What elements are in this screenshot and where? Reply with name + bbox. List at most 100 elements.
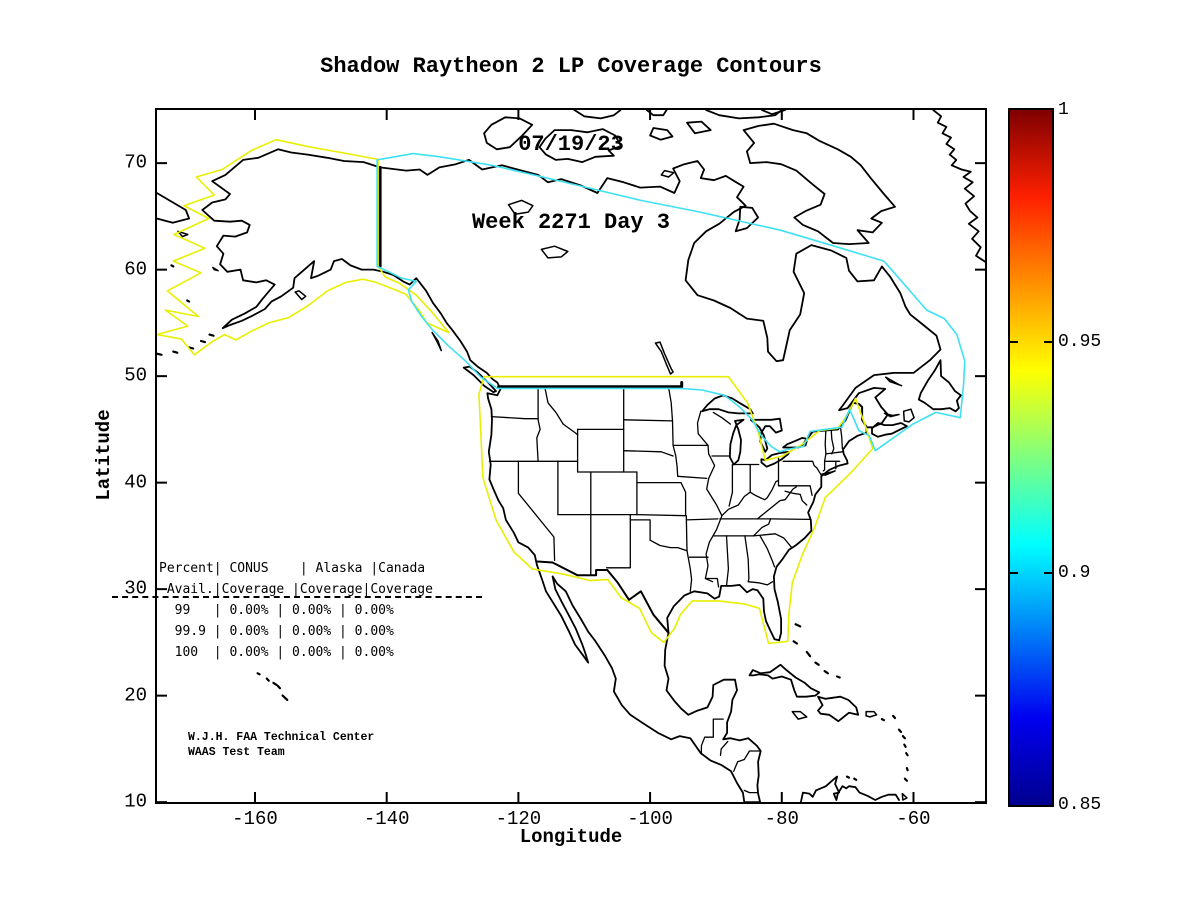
small-island-dash-10 <box>272 681 278 687</box>
peninsula-nova-scotia <box>871 422 908 438</box>
state-id-mt <box>544 386 579 436</box>
small-island-dash-4 <box>157 352 163 356</box>
state-nd-sd <box>623 419 674 422</box>
small-island-dash-13 <box>794 623 802 628</box>
small-island-dash-9 <box>265 677 270 682</box>
island-haida-gwaii <box>431 331 443 352</box>
small-island-dash-23 <box>905 752 909 757</box>
y-tick-label: 50 <box>124 364 147 387</box>
small-island-dash-3 <box>172 350 179 354</box>
chart-title-line1: Shadow Raytheon 2 LP Coverage Contours <box>320 54 822 79</box>
x-tick-label: -120 <box>495 808 542 830</box>
small-island-dash-27 <box>845 775 851 779</box>
colorbar-tick-label: 0.95 <box>1058 331 1102 352</box>
state-tn-nc <box>752 518 772 537</box>
island-trinidad <box>901 792 908 801</box>
island-somerset <box>686 120 712 135</box>
small-island-dash-8 <box>256 672 261 676</box>
state-ok-ar <box>685 515 688 552</box>
small-island-dash-25 <box>903 777 909 782</box>
state-tx-la <box>686 550 693 592</box>
state-ca-nv <box>517 460 556 562</box>
contour-0.95-alaska <box>157 138 450 356</box>
chart-title: Shadow Raytheon 2 LP Coverage Contours 0… <box>157 2 985 288</box>
small-island-dash-14 <box>792 640 799 645</box>
x-axis-label: Longitude <box>519 826 623 848</box>
state-ok-panhandle <box>629 519 651 541</box>
small-island-dash-28 <box>853 777 858 781</box>
us-mexico-border <box>536 560 670 634</box>
island-melville <box>573 110 622 120</box>
island-newfoundland <box>917 359 962 413</box>
small-island-dash-11 <box>276 684 282 690</box>
small-island-dash-15 <box>805 650 812 658</box>
coast-south-america <box>800 775 900 802</box>
island-puerto-rico <box>865 710 878 718</box>
small-island-dash-18 <box>835 675 841 679</box>
state-ks-ok <box>636 513 687 517</box>
y-tick-label: 40 <box>124 471 147 494</box>
island-cape-breton <box>902 408 915 423</box>
credit-line2: WAAS Test Team <box>188 746 285 759</box>
small-island-dash-20 <box>897 728 903 734</box>
state-36.5n <box>719 518 811 521</box>
x-tick-label: -60 <box>896 808 931 830</box>
small-island-dash-12 <box>281 694 289 702</box>
state-sd-ne <box>623 450 674 457</box>
border-guatemala <box>700 718 724 755</box>
colorbar-tick <box>1010 572 1018 575</box>
small-island-dash-0 <box>208 333 215 337</box>
y-tick-label: 10 <box>124 790 147 813</box>
small-island-dash-7 <box>170 264 175 268</box>
state-mo-ar <box>685 518 719 521</box>
state-mn-dakotas <box>667 386 674 447</box>
map-svg <box>157 110 985 802</box>
state-wa-id-or <box>536 386 541 462</box>
y-tick-label: 30 <box>124 577 147 600</box>
coast-greenland <box>932 110 985 263</box>
island-kodiak <box>294 290 307 301</box>
y-tick-label: 60 <box>124 258 147 281</box>
small-island-dash-2 <box>187 346 195 350</box>
y-tick-label: 20 <box>124 684 147 707</box>
small-island-dash-17 <box>823 669 830 675</box>
x-tick-label: -160 <box>232 808 278 830</box>
island-banks <box>483 116 534 151</box>
island-ellesmere-edge <box>761 110 786 116</box>
us-canada-border-49n <box>497 381 684 389</box>
colorbar-tick <box>1044 340 1052 343</box>
state-pa-ny <box>782 460 818 469</box>
state-il-in <box>728 463 734 507</box>
state-ga-fl <box>747 581 774 586</box>
island-pei <box>883 412 900 418</box>
coverage-stats-table: Percent| CONUS | Alaska |Canada Avail.|C… <box>159 561 433 660</box>
lake-great-slave <box>540 245 569 259</box>
state-ky-wv-va <box>756 486 797 520</box>
state-wi-mi <box>712 411 732 425</box>
state-nc-sc <box>752 533 793 549</box>
state-potomac <box>784 490 808 506</box>
colorbar-tick <box>1044 572 1052 575</box>
contour-0.95-conus <box>478 375 874 645</box>
x-tick-label: -100 <box>627 808 673 830</box>
state-ohio-river <box>721 479 780 517</box>
coast-chukotka-russia <box>157 192 190 224</box>
x-tick-label: -80 <box>764 808 799 830</box>
state-wa-or <box>490 415 539 420</box>
island-nunivak <box>212 266 219 272</box>
state-miss-river-upper <box>706 444 723 517</box>
small-island-dash-24 <box>905 766 909 772</box>
colorbar <box>1008 108 1054 807</box>
north-america-coastline <box>201 148 942 802</box>
state-ms-al <box>725 535 730 587</box>
island-victoria <box>538 128 623 163</box>
colorbar-tick-label: 0.9 <box>1058 563 1091 584</box>
lake-michigan <box>728 418 745 466</box>
island-hispaniola <box>817 695 860 723</box>
lake-huron <box>749 417 783 453</box>
island-long-island <box>821 470 836 476</box>
x-tick-label: -140 <box>363 808 410 830</box>
state-ny-nj <box>816 467 822 476</box>
island-devon <box>705 110 783 120</box>
